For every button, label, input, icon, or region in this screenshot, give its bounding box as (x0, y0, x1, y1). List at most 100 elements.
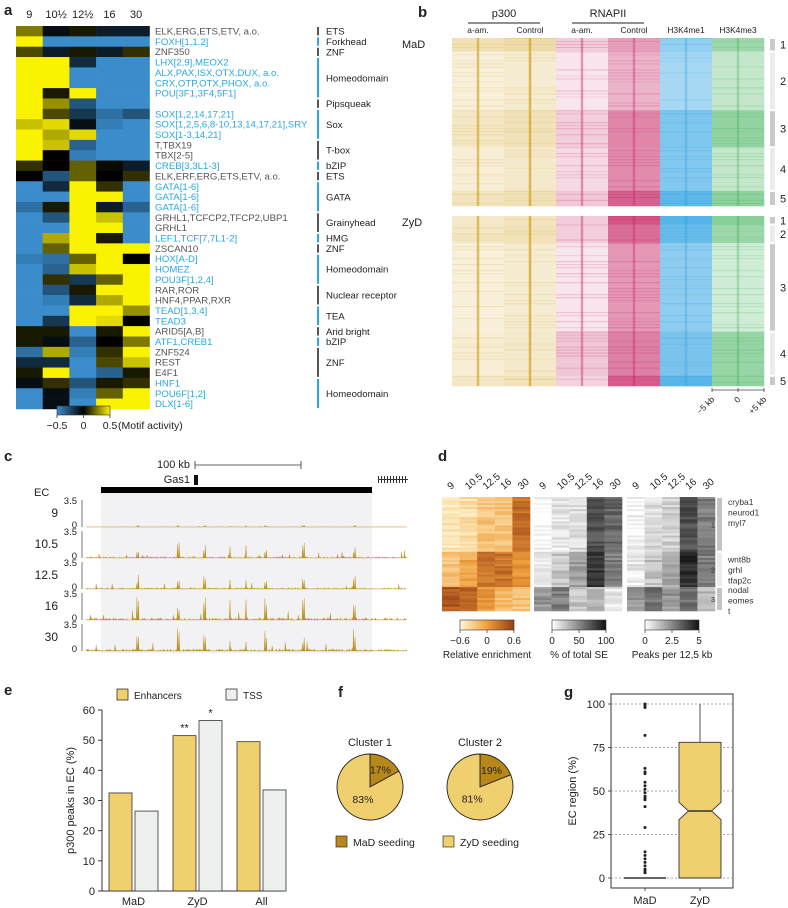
heatmap-cell (459, 591, 478, 594)
heatmap-cell (69, 170, 97, 182)
heatmap-cell (534, 501, 552, 504)
heatmap-cell (442, 549, 460, 553)
heatmap-cell (534, 604, 552, 607)
center-signal (528, 375, 532, 386)
heatmap-cell (477, 535, 496, 538)
heatmap-cell (494, 539, 513, 542)
center-signal (684, 243, 688, 332)
heatmap-cell (477, 537, 496, 540)
heatmap-cell (477, 549, 496, 553)
outlier-point (643, 864, 647, 868)
heatmap-cell (69, 46, 97, 58)
heatmap-cell (442, 570, 460, 573)
heatmap-cell (477, 589, 496, 592)
outlier-point (643, 853, 647, 857)
heatmap-cell (644, 576, 663, 580)
heatmap-cell (534, 570, 552, 573)
heatmap-cell (644, 566, 663, 569)
heatmap-cell (679, 549, 698, 553)
heatmap-cell (442, 600, 460, 603)
center-signal (684, 38, 688, 52)
colorbar-tick-label: 2.5 (665, 636, 679, 647)
cluster-bar (717, 552, 722, 587)
heatmap-cell (569, 587, 588, 590)
heatmap-cell (627, 547, 645, 550)
motif-label: E4F1 (155, 368, 178, 379)
heatmap-cell (442, 525, 460, 528)
heatmap-cell (627, 576, 645, 580)
heatmap-cell (551, 505, 570, 508)
heatmap-cell (69, 336, 97, 348)
heatmap-stripe (712, 177, 764, 179)
heatmap-cell (662, 507, 681, 510)
heatmap-stripe (556, 367, 608, 369)
heatmap-cell (627, 517, 645, 520)
heatmap-cell (442, 595, 460, 599)
heatmap-cell (697, 523, 716, 526)
heatmap-cell (551, 547, 570, 550)
heatmap-cell (604, 527, 623, 530)
heatmap-cell (459, 499, 478, 502)
heatmap-cell (644, 497, 663, 500)
heatmap-cell (459, 574, 478, 577)
heatmap-cell (586, 560, 605, 563)
heatmap-cell (586, 564, 605, 567)
heatmap-block (712, 110, 765, 148)
heatmap-cell (586, 499, 605, 502)
heatmap-cell (459, 515, 478, 518)
heatmap-cell (477, 595, 496, 599)
outlier-point (643, 798, 647, 802)
heatmap-stripe (712, 66, 764, 68)
heatmap-stripe (712, 153, 764, 155)
heatmap-stripe (608, 219, 660, 220)
column-label: H3K4me3 (719, 25, 757, 35)
legend-swatch-mad (335, 835, 348, 848)
outlier-point (643, 705, 647, 709)
center-signal (580, 243, 584, 332)
heatmap-cell (627, 507, 645, 510)
heatmap-cell (69, 377, 97, 389)
heatmap-cell (627, 529, 645, 532)
heatmap-cell (697, 570, 716, 573)
gene-model (194, 475, 198, 485)
heatmap-stripe (712, 193, 764, 195)
heatmap-cell (586, 600, 605, 603)
heatmap-cell (551, 537, 570, 540)
significance-marker: ** (180, 723, 189, 735)
center-signal (684, 51, 688, 111)
heatmap-cell (96, 201, 124, 213)
heatmap-cell (679, 499, 698, 502)
heatmap-cell (534, 515, 552, 518)
heatmap-cell (69, 295, 97, 306)
heatmap-cell (551, 566, 570, 569)
heatmap-cell (569, 608, 588, 612)
heatmap-cell (16, 77, 43, 89)
center-signal (736, 216, 740, 225)
heatmap-cell (551, 501, 570, 504)
heatmap-stripe (556, 246, 608, 248)
heatmap-cell (96, 377, 124, 389)
heatmap-cell (551, 600, 570, 603)
heatmap-cell (679, 547, 698, 550)
heatmap-cell (627, 593, 645, 597)
cluster-label: 2 (780, 76, 786, 88)
heatmap-cell (551, 553, 570, 557)
heatmap-cell (604, 535, 623, 538)
heatmap-cell (534, 531, 552, 534)
heatmap-cell (627, 578, 645, 582)
heatmap-cell (569, 503, 588, 506)
heatmap-cell (679, 543, 698, 546)
heatmap-cell (604, 509, 623, 512)
cluster-label: 5 (780, 193, 786, 205)
heatmap-stripe (608, 153, 660, 155)
heatmap-stripe (608, 193, 660, 195)
heatmap-cell (42, 150, 70, 161)
heatmap-cell (42, 191, 70, 203)
heatmap-cell (679, 562, 698, 565)
heatmap-cell (662, 582, 681, 586)
heatmap-cell (96, 346, 124, 358)
heatmap-cell (16, 129, 43, 141)
heatmap-cell (16, 98, 43, 110)
center-signal (476, 51, 480, 111)
heatmap-stripe (712, 156, 764, 158)
